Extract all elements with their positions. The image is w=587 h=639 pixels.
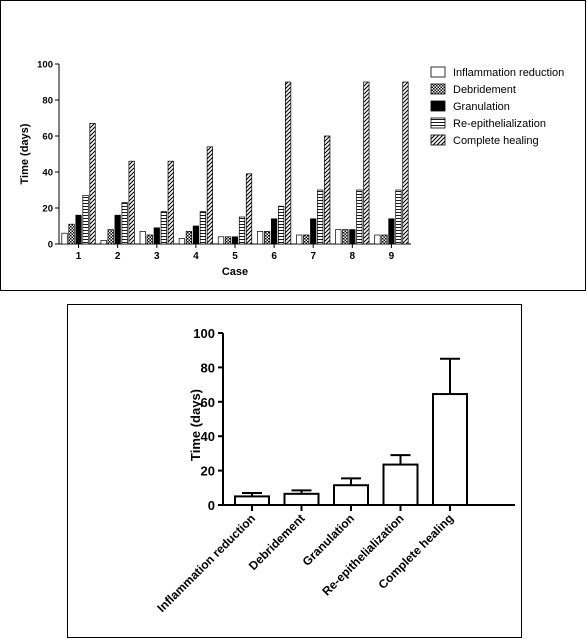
legend-label: Inflammation reduction [453, 67, 564, 79]
legend-label: Debridement [453, 84, 516, 96]
bar [146, 234, 153, 245]
bar [382, 463, 419, 506]
legend-label: Re-epithelialization [453, 118, 546, 130]
bar [178, 238, 185, 245]
bar [121, 202, 128, 245]
legend-swatch [430, 134, 446, 146]
y-axis-label: Time (days) [188, 389, 203, 461]
x-tick-label: 2 [115, 251, 121, 262]
legend-swatch [430, 83, 446, 95]
x-tick-label: 9 [389, 251, 395, 262]
bar [257, 231, 264, 245]
bar [335, 229, 342, 245]
y-tick-label: 0 [48, 240, 53, 251]
bar [160, 211, 167, 245]
bar [224, 236, 232, 245]
y-tick-label: 80 [42, 96, 53, 107]
y-tick-label: 0 [208, 498, 215, 513]
x-tick-label: Re-epithelialization [319, 511, 406, 598]
x-tick-label: 1 [76, 251, 82, 262]
y-tick-label: 80 [201, 360, 215, 375]
legend-swatch [430, 100, 446, 112]
x-tick-label: 7 [310, 251, 316, 262]
bar [199, 211, 206, 245]
bar [238, 216, 246, 245]
bar [374, 234, 381, 245]
bar [82, 195, 89, 245]
bar [100, 240, 107, 245]
y-tick-label: 100 [37, 60, 53, 71]
bar [296, 234, 303, 245]
bar [192, 225, 199, 245]
bar [206, 146, 213, 245]
x-tick-label: 3 [154, 251, 160, 262]
y-tick-label: 20 [42, 204, 53, 215]
bar [68, 223, 75, 245]
bar [245, 173, 253, 245]
bar [153, 227, 160, 245]
legend-label: Granulation [453, 101, 510, 113]
x-tick-label: 8 [350, 251, 356, 262]
x-tick-label: 6 [271, 251, 277, 262]
x-axis-label: Case [222, 266, 248, 278]
y-tick-label: 60 [201, 395, 215, 410]
y-tick-label: 40 [42, 168, 53, 179]
bar [342, 229, 349, 245]
bar [349, 229, 356, 245]
bar [278, 205, 285, 245]
bar [333, 484, 369, 507]
bar [271, 218, 278, 245]
y-tick-label: 60 [42, 132, 53, 143]
bar [75, 214, 82, 245]
legend-swatch [430, 66, 446, 78]
grouped-bar-chart: Time (days) Case 0 20 40 60 80 100 1 2 3 4 5 6 7 8 9 In… [19, 60, 564, 279]
bar [310, 218, 317, 245]
bar [185, 231, 192, 245]
bar [388, 218, 395, 245]
bar [114, 214, 121, 245]
bar [217, 236, 225, 245]
bar [128, 160, 135, 245]
summary-bar-chart: Time (days) 0 20 40 60 80 100 Inflammation red… [154, 326, 515, 615]
x-tick-label: Inflammation reduction [154, 511, 258, 615]
bar [402, 81, 409, 245]
bar [432, 393, 468, 506]
bar [324, 135, 331, 245]
x-tick-label: 4 [193, 251, 199, 262]
bar [231, 236, 239, 245]
bar [303, 234, 310, 245]
bar [139, 231, 146, 245]
legend-swatch [430, 117, 446, 129]
bar [395, 189, 402, 245]
chart-panel-summary: Time (days) 0 20 40 60 80 100 Inflammation red… [67, 304, 522, 638]
y-tick-label: 20 [201, 464, 215, 479]
legend-label: Complete healing [453, 135, 539, 147]
bar [264, 231, 271, 245]
bar [107, 229, 114, 245]
y-tick-label: 40 [201, 429, 215, 444]
chart-panel-cases: Time (days) Case 0 20 40 60 80 100 1 2 3 4 5 6 7 8 9 In… [0, 0, 586, 291]
bar [381, 234, 388, 245]
bar [167, 160, 174, 245]
bar [317, 189, 324, 245]
x-tick-label: 5 [232, 251, 238, 262]
bar [356, 189, 363, 245]
bar [89, 123, 96, 245]
bar [285, 81, 292, 245]
bar [61, 232, 68, 245]
bar [234, 495, 270, 506]
bar [283, 492, 320, 507]
y-axis-label: Time (days) [19, 123, 31, 184]
bar [363, 81, 370, 245]
y-tick-label: 100 [193, 326, 215, 341]
